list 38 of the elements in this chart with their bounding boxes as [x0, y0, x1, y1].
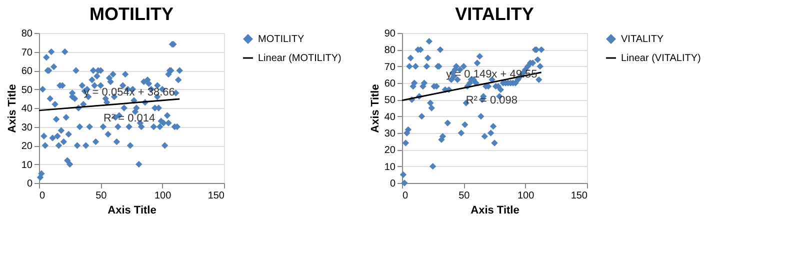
x-tick-label: 100 — [154, 190, 172, 202]
legend-label: VITALITY — [621, 34, 664, 45]
y-tick-label: 10 — [384, 162, 396, 173]
x-axis-title: Axis Title — [108, 204, 156, 216]
x-tick-label: 0 — [402, 190, 408, 202]
y-axis-title: Axis Title — [369, 84, 382, 133]
y-tick-label: 30 — [384, 128, 396, 140]
y-tick-label: 70 — [21, 47, 33, 58]
x-tick-label: 150 — [208, 190, 225, 202]
y-tick-label: 20 — [384, 145, 396, 156]
x-tick-label: 100 — [517, 190, 535, 202]
y-tick-label: 70 — [384, 62, 396, 73]
legend-label: Linear (VITALITY) — [621, 53, 701, 64]
y-tick-label: 50 — [21, 84, 33, 96]
x-axis-title: Axis Title — [470, 204, 520, 216]
y-tick-label: 0 — [26, 178, 33, 190]
y-tick-label: 10 — [21, 160, 33, 171]
legend-label: Linear (MOTILITY) — [258, 53, 342, 64]
y-tick-label: 50 — [384, 95, 396, 106]
x-tick-label: 50 — [458, 190, 470, 202]
y-tick-label: 40 — [21, 104, 33, 114]
y-tick-label: 20 — [21, 141, 33, 152]
y-axis-title: Axis Title — [6, 84, 18, 133]
x-tick-label: 50 — [96, 190, 108, 202]
x-tick-label: 150 — [570, 190, 588, 202]
chart-title: MOTILITY — [90, 4, 174, 24]
legend-label: MOTILITY — [258, 34, 304, 45]
x-tick-label: 0 — [40, 190, 46, 202]
y-tick-label: 90 — [384, 28, 396, 40]
y-tick-label: 40 — [384, 112, 396, 123]
y-tick-label: 30 — [21, 122, 33, 134]
y-tick-label: 80 — [21, 28, 33, 40]
y-tick-label: 60 — [21, 66, 33, 77]
y-tick-label: 60 — [384, 78, 396, 90]
y-tick-label: 80 — [384, 45, 396, 56]
annotation: R² = 0.014 — [103, 112, 156, 125]
chart-title: VITALITY — [455, 4, 534, 24]
y-tick-label: 0 — [390, 178, 396, 190]
